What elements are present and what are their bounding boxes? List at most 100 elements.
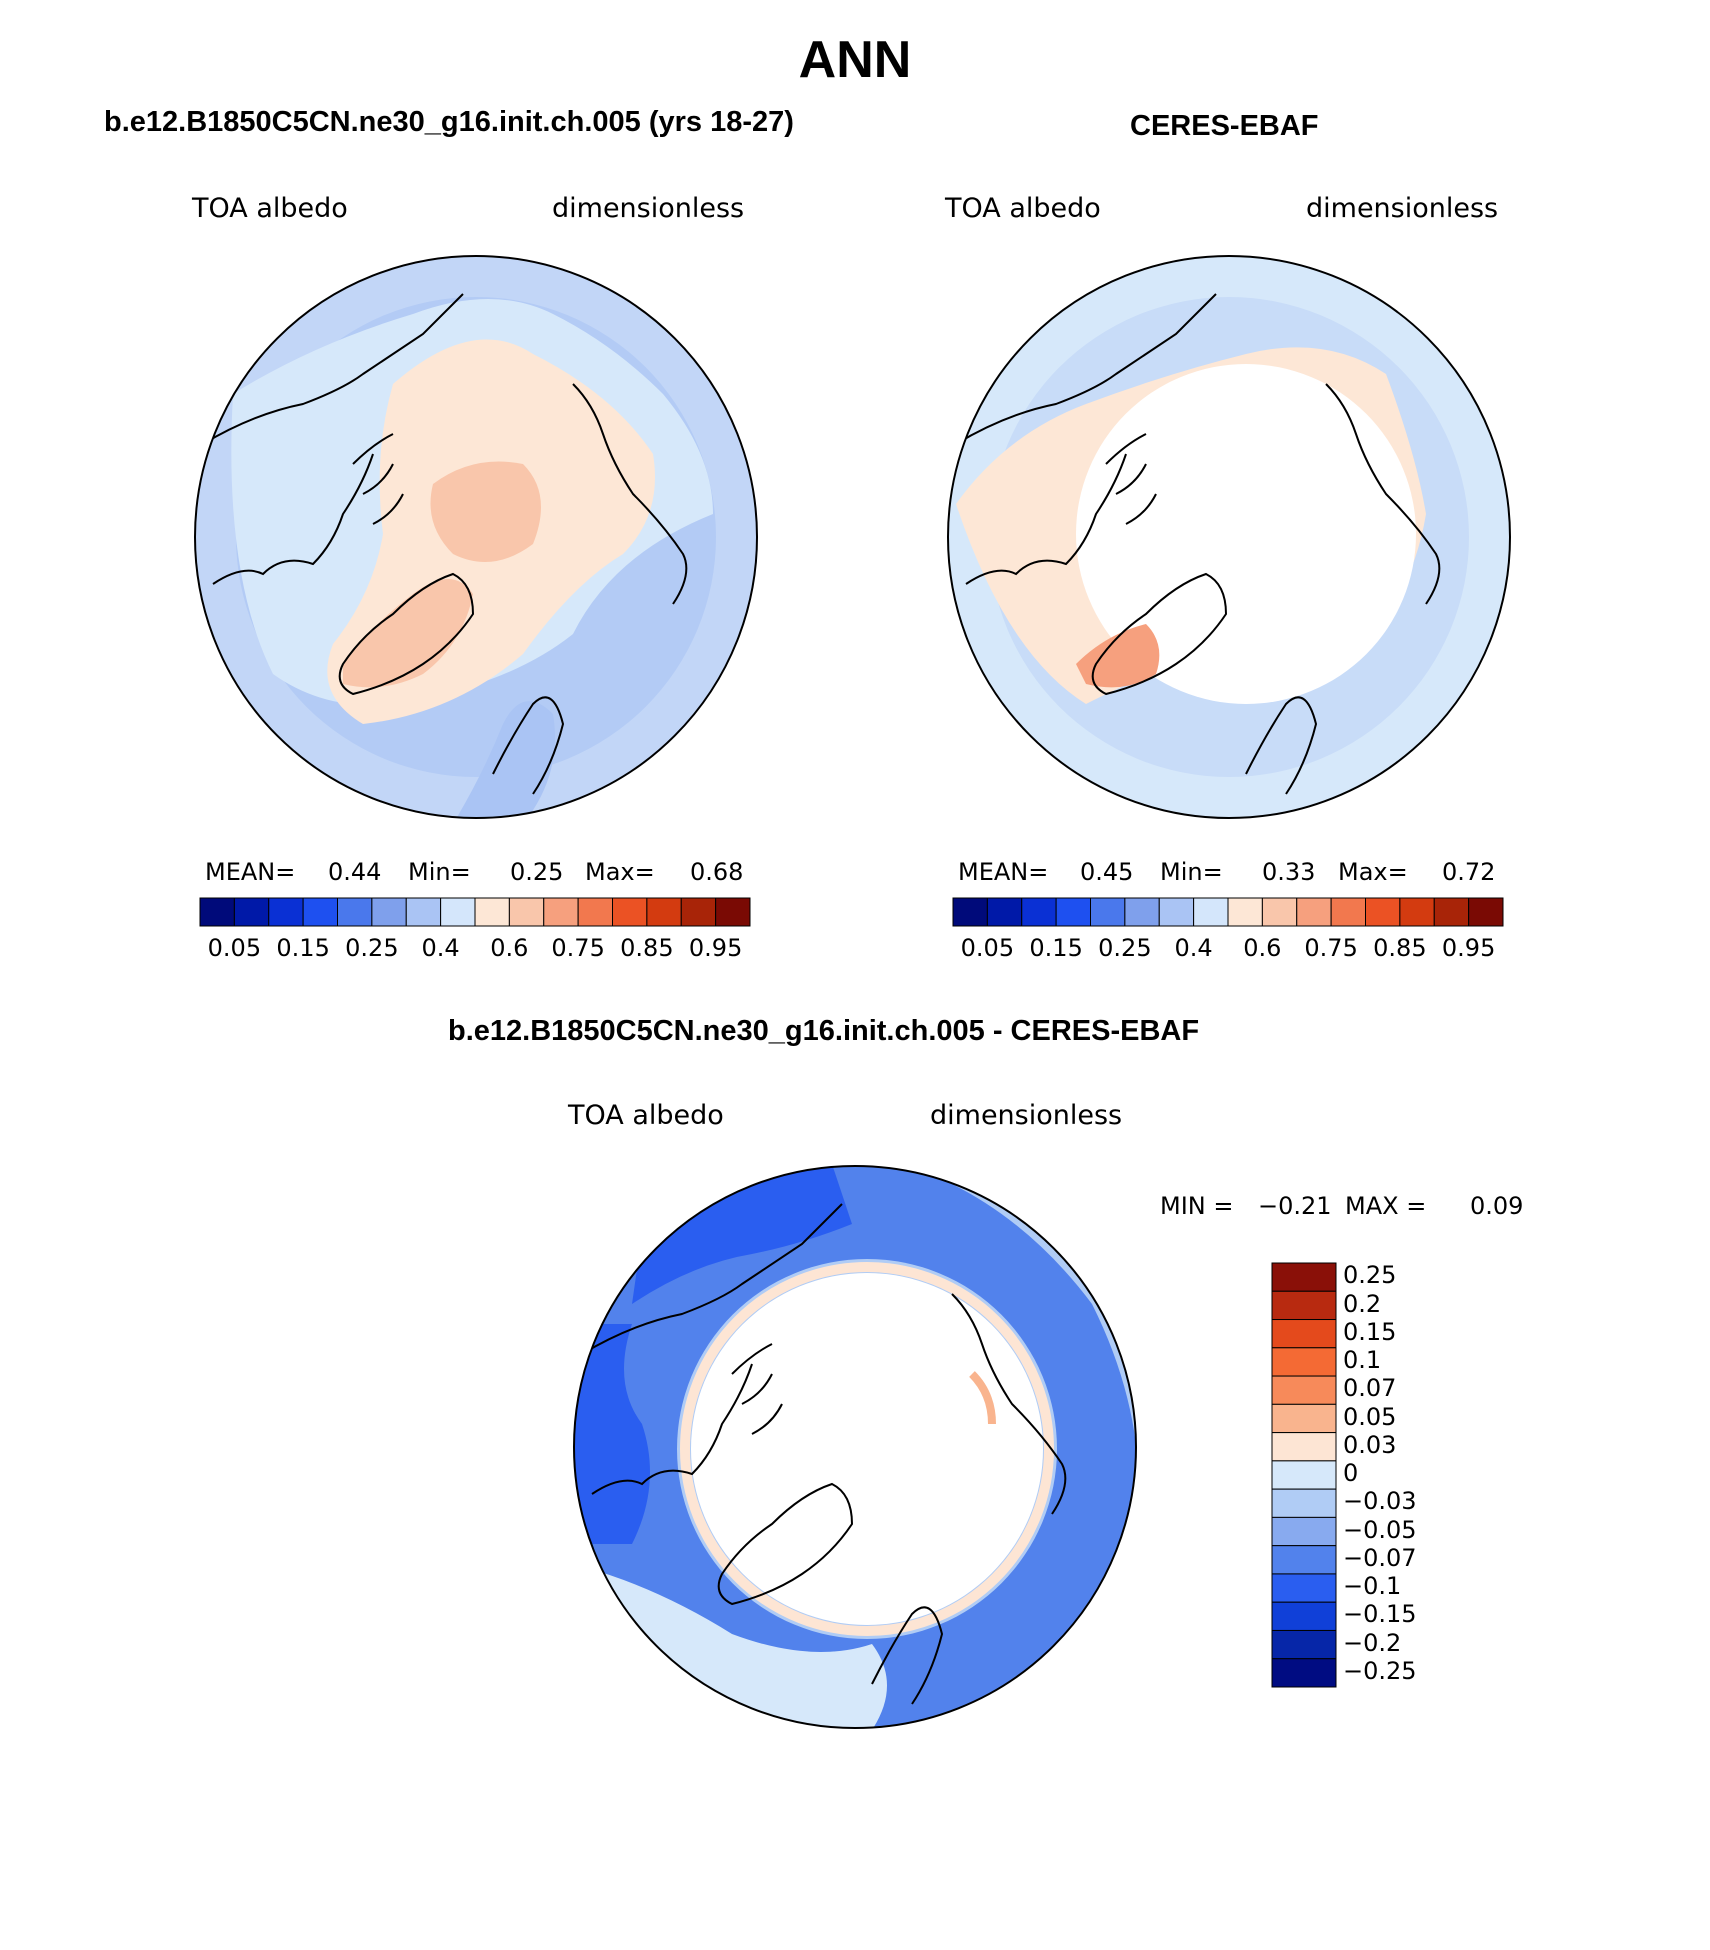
panel-1-mean-value: 0.44 [328,858,382,886]
panel-2-units-label: dimensionless [1306,193,1499,224]
colorbar-swatch [1271,1403,1337,1434]
colorbar-swatch [1271,1573,1337,1603]
panel-2-colorbar [952,897,1504,927]
colorbar-swatch [986,897,1023,927]
panel-2-max-value: 0.72 [1442,858,1496,886]
colorbar-tick-label: −0.1 [1343,1572,1402,1601]
colorbar-swatch [612,897,648,927]
panel-3-westside-strong-neg [574,1324,650,1544]
colorbar-swatch [1261,897,1298,927]
panel-3-positive-patch [969,1371,996,1425]
colorbar-swatch [1090,897,1126,927]
colorbar-tick-label: 0.15 [1029,934,1083,962]
colorbar-swatch [1296,897,1332,927]
colorbar-tick-label: 0.03 [1343,1430,1397,1459]
panel-2-missing-data-cap [1076,364,1416,704]
panel-3-polar-map [573,1165,1137,1729]
panel-3-variable-label: TOA albedo [568,1100,724,1131]
colorbar-swatch [1271,1460,1337,1490]
colorbar-tick-label: 0.05 [207,934,262,962]
colorbar-swatch [1271,1488,1337,1518]
panel-3-coastlines [581,1203,1067,1705]
panel-3-title: b.e12.B1850C5CN.ne30_g16.init.ch.005 - C… [448,1015,1200,1047]
colorbar-tick-label: 0.4 [1174,934,1213,962]
colorbar-tick-label: 0.15 [1343,1317,1397,1346]
colorbar-swatch [1021,897,1057,927]
colorbar-swatch [1468,897,1504,927]
panel-1-title: b.e12.B1850C5CN.ne30_g16.init.ch.005 (yr… [104,106,794,138]
colorbar-swatch [371,897,407,927]
panel-1-min-value: 0.25 [510,858,564,886]
colorbar-tick-label: 0.05 [960,934,1015,962]
colorbar-swatch [1399,897,1435,927]
colorbar-tick-label: 0.4 [421,934,460,962]
colorbar-swatch [508,897,545,927]
panel-2-mean-value: 0.45 [1080,858,1134,886]
colorbar-swatch [577,897,613,927]
colorbar-swatch [268,897,304,927]
panel-1-max-value: 0.68 [690,858,744,886]
panel-2-coastlines [955,293,1441,795]
colorbar-swatch [1271,1658,1337,1688]
colorbar-swatch [952,897,988,927]
colorbar-swatch [199,897,235,927]
colorbar-swatch [474,897,510,927]
colorbar-swatch [1271,1629,1337,1660]
colorbar-swatch [1124,897,1160,927]
panel-3-max-value: 0.09 [1470,1192,1524,1220]
colorbar-tick-label: 0.95 [688,934,743,962]
colorbar-tick-label: 0.6 [1243,934,1282,962]
colorbar-tick-label: −0.25 [1343,1657,1417,1685]
colorbar-swatch [1271,1347,1337,1377]
colorbar-tick-label: 0.25 [1098,934,1152,962]
colorbar-tick-label: 0.95 [1441,934,1496,962]
colorbar-swatch [440,897,476,927]
panel-1-units-label: dimensionless [552,193,745,224]
panel-3-map-border [573,1165,1137,1729]
panel-1-polar-map [194,255,758,819]
panel-2-map-border [947,255,1511,819]
colorbar-swatch [1271,1545,1337,1575]
panel-3-min-label: MIN = [1160,1192,1234,1220]
colorbar-swatch [1365,897,1401,927]
colorbar-swatch [1271,1516,1337,1547]
panel-2-polar-map [947,255,1511,819]
colorbar-swatch [1227,897,1263,927]
panel-2-mean-label: MEAN= [958,858,1049,886]
colorbar-tick-label: 0.25 [345,934,399,962]
panel-1-mean-label: MEAN= [205,858,296,886]
colorbar-tick-label: 0.15 [276,934,330,962]
colorbar-tick-label: −0.2 [1343,1628,1402,1657]
colorbar-swatch [543,897,579,927]
colorbar-swatch [680,897,717,927]
colorbar-swatch [337,897,373,927]
panel-2-max-label: Max= [1338,858,1408,886]
colorbar-tick-label: 0.85 [620,934,674,962]
colorbar-tick-label: 0.75 [1304,934,1358,962]
colorbar-swatch [233,897,270,927]
colorbar-tick-label: 0.07 [1343,1374,1397,1403]
colorbar-swatch [1271,1262,1337,1292]
figure-title: ANN [798,31,912,89]
colorbar-swatch [715,897,751,927]
panel-1-greenland-high [343,579,473,688]
panel-2-min-label: Min= [1160,858,1223,886]
colorbar-swatch [1271,1290,1337,1321]
colorbar-tick-label: 0.2 [1343,1289,1382,1318]
colorbar-tick-label: 0 [1343,1459,1359,1488]
colorbar-swatch [1271,1601,1337,1631]
panel-1-scandinavia-low [453,701,555,818]
colorbar-tick-label: 0.75 [551,934,605,962]
colorbar-swatch [1193,897,1229,927]
colorbar-tick-label: 0.1 [1343,1346,1382,1375]
panel-1-map-border [194,255,758,819]
colorbar-swatch [1271,1375,1337,1405]
colorbar-swatch [646,897,682,927]
panel-3-colorbar [1271,1262,1337,1688]
colorbar-tick-label: −0.15 [1343,1600,1417,1629]
colorbar-swatch [1055,897,1091,927]
panel-3-positive-ring [680,1262,1054,1636]
colorbar-swatch [302,897,338,927]
panel-2-min-value: 0.33 [1262,858,1316,886]
colorbar-swatch [405,897,442,927]
